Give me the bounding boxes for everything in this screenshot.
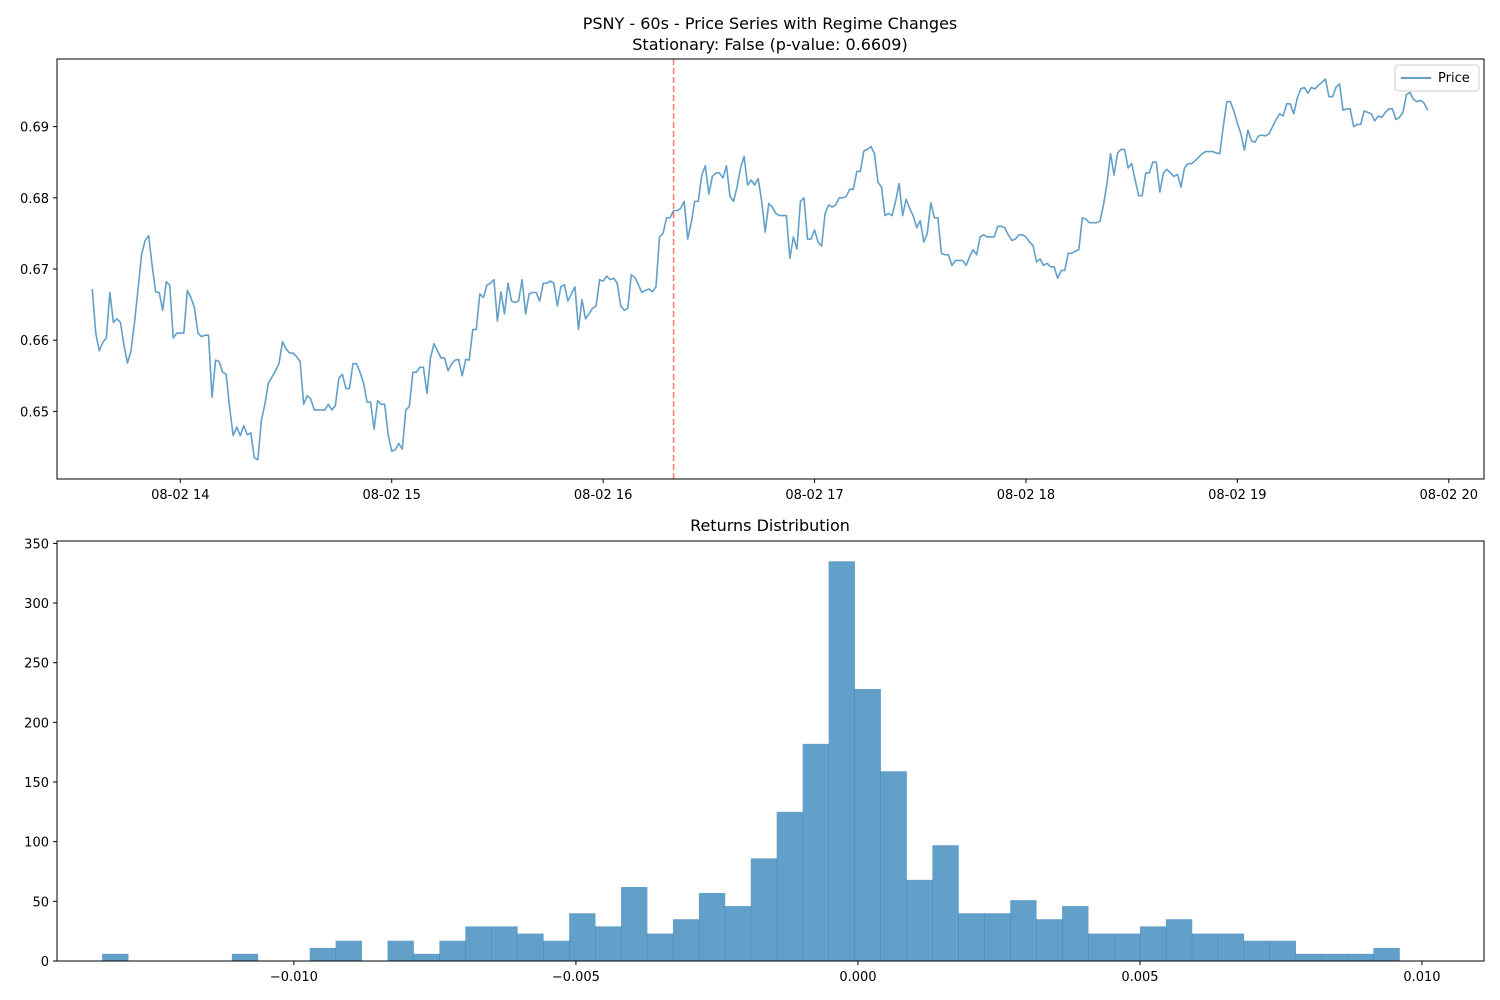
histogram-bar — [491, 926, 518, 961]
histogram-bar — [802, 743, 829, 961]
y-tick-label: 200 — [24, 716, 49, 731]
legend-label-price: Price — [1438, 71, 1470, 86]
x-tick-label: 08-02 17 — [785, 488, 843, 503]
returns-chart-title: Returns Distribution — [690, 516, 850, 535]
price-legend: Price — [1394, 64, 1480, 92]
histogram-bar — [309, 947, 337, 962]
x-tick-label: 08-02 18 — [997, 488, 1055, 503]
histogram-bar — [1191, 933, 1219, 961]
histogram-bar — [517, 933, 544, 961]
y-tick-label: 0.69 — [20, 121, 49, 136]
x-tick-label: 0.010 — [1403, 970, 1440, 985]
y-tick-label: 350 — [24, 537, 49, 552]
histogram-bar — [1010, 900, 1037, 961]
histogram-bar — [231, 953, 259, 961]
price-chart-subtitle: Stationary: False (p-value: 0.6609) — [632, 35, 907, 54]
histogram-bar — [1036, 919, 1063, 961]
histogram-bar — [413, 953, 440, 961]
histogram-bar — [1114, 933, 1141, 961]
histogram-bar — [1295, 953, 1322, 961]
x-tick-label: 08-02 20 — [1420, 488, 1478, 503]
histogram-bar — [439, 940, 466, 961]
legend-box — [1394, 64, 1480, 92]
histogram-bar — [1269, 940, 1297, 961]
histogram-bar — [646, 933, 674, 961]
histogram-bar — [621, 887, 648, 961]
histogram-bar — [1062, 906, 1089, 961]
x-tick-label: −0.010 — [270, 970, 318, 985]
histogram-bar — [854, 688, 881, 961]
x-tick-label: 08-02 16 — [574, 488, 632, 503]
histogram-bar — [958, 913, 985, 961]
x-tick-label: 08-02 15 — [363, 488, 421, 503]
histogram-bar — [1321, 953, 1348, 961]
y-tick-label: 0.66 — [20, 334, 49, 349]
histogram-bar — [543, 940, 570, 961]
y-tick-label: 300 — [24, 597, 49, 612]
y-tick-label: 0 — [41, 955, 49, 970]
returns-panel: Returns Distribution −0.010 −0.005 0.000 0.… — [24, 516, 1485, 985]
histogram-bar — [932, 845, 959, 961]
histogram-bar — [1347, 953, 1374, 961]
returns-plot-area — [102, 561, 1400, 962]
histogram-bar — [698, 892, 726, 961]
price-series-line — [91, 78, 1429, 461]
y-tick-label: 0.67 — [20, 263, 49, 278]
histogram-bar — [1217, 933, 1245, 961]
histogram-bar — [906, 879, 933, 961]
histogram-bar — [335, 940, 362, 961]
histogram-bar — [387, 940, 414, 961]
x-tick-label: 08-02 19 — [1208, 488, 1266, 503]
returns-axes-frame — [56, 540, 1485, 962]
histogram-bar — [102, 953, 129, 961]
x-tick-label: 0.005 — [1121, 970, 1158, 985]
histogram-bar — [569, 913, 596, 961]
price-plot-area — [91, 59, 1429, 479]
histogram-bar — [776, 811, 804, 961]
histogram-bar — [750, 858, 778, 961]
histogram-bar — [1243, 940, 1271, 961]
histogram-bar — [1088, 933, 1115, 961]
y-tick-label: 0.68 — [20, 192, 49, 207]
price-axes: 08-02 14 08-02 15 08-02 16 08-02 17 08-02 18… — [20, 121, 1478, 503]
histogram-bar — [828, 561, 855, 961]
histogram-bar — [1373, 947, 1400, 962]
histogram-bar — [595, 926, 622, 961]
price-chart-title: PSNY - 60s - Price Series with Regime Ch… — [583, 14, 958, 33]
y-tick-label: 150 — [24, 776, 49, 791]
price-panel: PSNY - 60s - Price Series with Regime Ch… — [20, 14, 1485, 503]
histogram-bar — [880, 771, 907, 961]
histogram-bar — [1139, 926, 1167, 961]
y-tick-label: 0.65 — [20, 405, 49, 420]
price-axes-frame — [56, 58, 1485, 480]
histogram-bar — [724, 906, 752, 961]
histogram-bar — [465, 926, 492, 961]
y-tick-label: 50 — [32, 895, 49, 910]
returns-axes: −0.010 −0.005 0.000 0.005 0.010 0 50 100 150 200 2… — [24, 537, 1440, 985]
x-tick-label: 0.000 — [839, 970, 876, 985]
x-tick-label: 08-02 14 — [151, 488, 209, 503]
y-tick-label: 100 — [24, 836, 49, 851]
histogram-bar — [984, 913, 1011, 961]
histogram-bar — [1165, 919, 1193, 961]
y-tick-label: 250 — [24, 657, 49, 672]
x-tick-label: −0.005 — [552, 970, 600, 985]
histogram-bar — [672, 919, 700, 961]
